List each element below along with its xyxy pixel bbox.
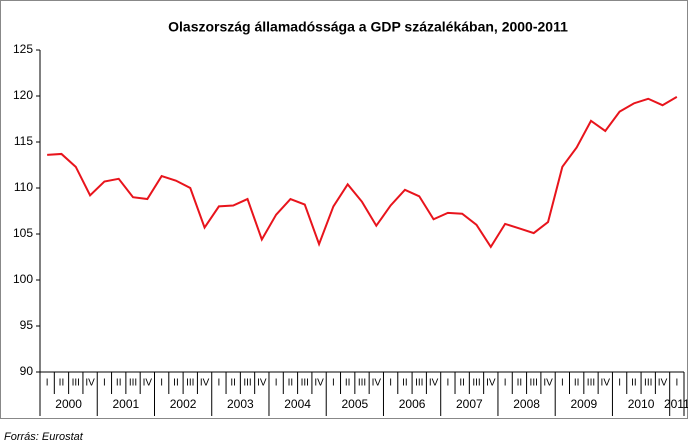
- y-tick-label: 100: [13, 272, 33, 286]
- x-tick-label: III: [472, 378, 480, 389]
- year-label: 2010: [628, 397, 655, 411]
- year-label: 2007: [456, 397, 483, 411]
- x-tick-label: I: [275, 378, 278, 389]
- year-label: 2005: [341, 397, 368, 411]
- x-tick-label: III: [587, 378, 595, 389]
- x-tick-label: IV: [200, 378, 210, 389]
- x-tick-label: II: [574, 378, 580, 389]
- x-tick-label: IV: [486, 378, 496, 389]
- y-tick-label: 95: [20, 318, 34, 332]
- x-tick-label: IV: [658, 378, 668, 389]
- x-tick-label: I: [332, 378, 335, 389]
- year-label: 2000: [55, 397, 82, 411]
- x-tick-label: I: [217, 378, 220, 389]
- x-tick-label: III: [358, 378, 366, 389]
- x-tick-label: II: [288, 378, 294, 389]
- year-label: 2011: [664, 397, 688, 411]
- year-label: 2001: [113, 397, 140, 411]
- x-tick-label: III: [415, 378, 423, 389]
- x-tick-label: I: [618, 378, 621, 389]
- y-tick-label: 125: [13, 42, 33, 56]
- y-tick-label: 110: [14, 180, 33, 194]
- x-tick-label: III: [72, 378, 80, 389]
- x-tick-label: I: [389, 378, 392, 389]
- x-tick-label: IV: [85, 378, 95, 389]
- y-tick-label: 105: [13, 226, 33, 240]
- x-tick-label: IV: [257, 378, 267, 389]
- x-tick-label: III: [243, 378, 251, 389]
- year-label: 2009: [570, 397, 597, 411]
- x-tick-label: II: [173, 378, 179, 389]
- x-tick-label: IV: [143, 378, 153, 389]
- x-tick-label: III: [644, 378, 652, 389]
- x-tick-label: III: [129, 378, 137, 389]
- x-tick-label: IV: [372, 378, 382, 389]
- year-label: 2002: [170, 397, 197, 411]
- x-tick-label: II: [402, 378, 408, 389]
- x-tick-label: II: [116, 378, 122, 389]
- chart-title: Olaszország államadóssága a GDP százalék…: [168, 19, 568, 35]
- y-tick-label: 115: [14, 134, 33, 148]
- x-tick-label: II: [517, 378, 523, 389]
- year-label: 2003: [227, 397, 254, 411]
- x-tick-label: IV: [314, 378, 324, 389]
- source: Forrás: Eurostat: [4, 431, 84, 443]
- year-label: 2006: [399, 397, 426, 411]
- x-tick-label: I: [504, 378, 507, 389]
- x-tick-label: I: [675, 378, 678, 389]
- x-tick-label: I: [46, 378, 49, 389]
- x-tick-label: II: [459, 378, 465, 389]
- data-line: [47, 96, 678, 249]
- x-tick-label: III: [530, 378, 538, 389]
- x-tick-label: III: [186, 378, 194, 389]
- chart-frame: [0, 0, 688, 419]
- y-tick-label: 120: [13, 88, 33, 102]
- year-label: 2008: [513, 397, 540, 411]
- x-tick-label: I: [160, 378, 163, 389]
- x-tick-label: I: [561, 378, 564, 389]
- x-tick-label: I: [446, 378, 449, 389]
- y-tick-label: 90: [20, 364, 34, 378]
- x-tick-label: III: [301, 378, 309, 389]
- x-tick-label: IV: [543, 378, 553, 389]
- x-tick-label: II: [59, 378, 65, 389]
- x-tick-label: II: [230, 378, 236, 389]
- x-tick-label: II: [345, 378, 351, 389]
- year-label: 2004: [284, 397, 311, 411]
- x-tick-label: IV: [601, 378, 611, 389]
- x-tick-label: IV: [429, 378, 439, 389]
- x-tick-label: I: [103, 378, 106, 389]
- x-tick-label: II: [631, 378, 637, 389]
